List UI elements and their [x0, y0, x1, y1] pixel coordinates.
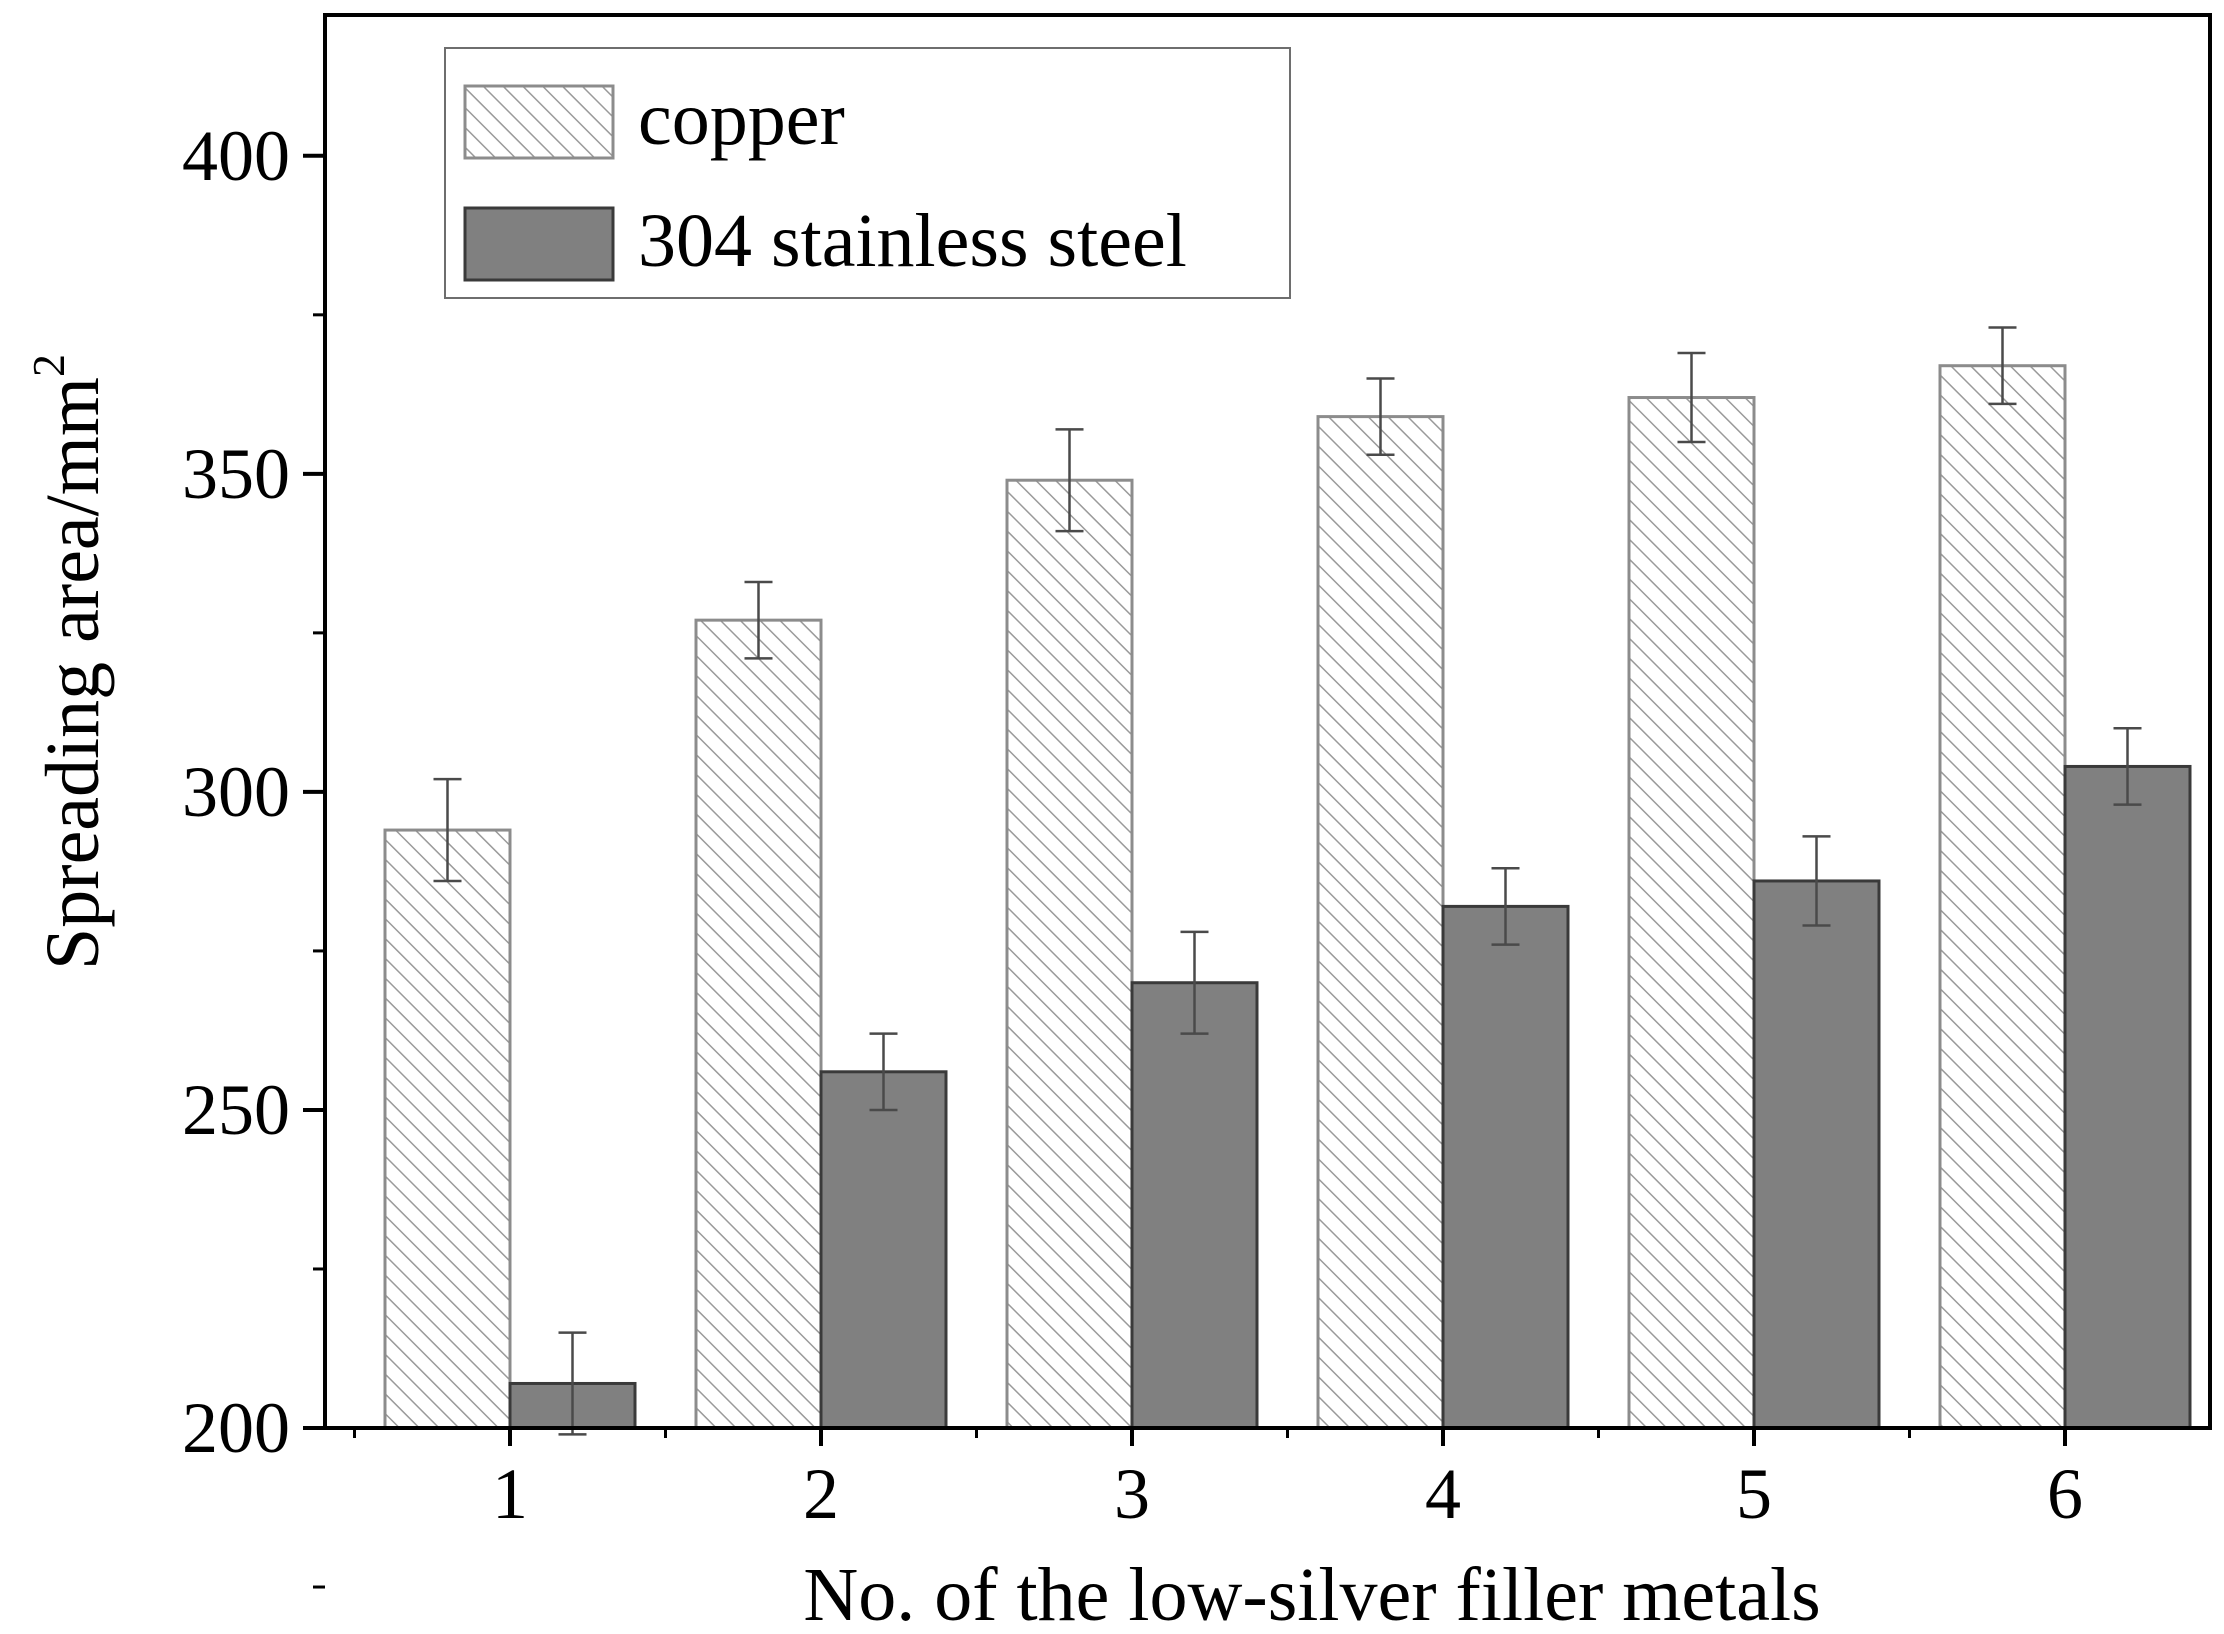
y-tick-label-400: 400: [182, 116, 290, 196]
error-bar-copper-1: [433, 777, 462, 883]
bar-copper-2: [694, 618, 823, 1430]
y-tick-label-200: 200: [182, 1388, 290, 1468]
y-axis-title: Spreading area/mm2: [23, 354, 115, 970]
x-axis: 1 2 3 4 5 6: [353, 1428, 2083, 1534]
bar-stainless-steel-5: [1752, 879, 1881, 1430]
y-axis-title-superscript: 2: [23, 354, 74, 377]
bar-copper-3: [1005, 478, 1134, 1430]
x-tick-label-3: 3: [1114, 1454, 1150, 1534]
x-tick-label-2: 2: [803, 1454, 839, 1534]
error-bar-stainless-steel-4: [1491, 866, 1520, 946]
error-bar-stainless-steel-6: [2113, 727, 2142, 806]
svg-text:Spreading area/mm2: Spreading area/mm2: [23, 354, 115, 970]
x-tick-label-4: 4: [1425, 1454, 1461, 1534]
x-tick-label-1: 1: [492, 1454, 528, 1534]
error-bars-layer: [433, 326, 2142, 1436]
x-axis-title: No. of the low-silver filler metals: [803, 1553, 1820, 1634]
plot-frame: [323, 13, 2212, 1430]
x-tick-label-6: 6: [2047, 1454, 2083, 1534]
bar-stainless-steel-6: [2063, 764, 2192, 1430]
legend-swatch-stainless-steel: [463, 206, 615, 282]
bar-stainless-steel-3: [1130, 981, 1259, 1430]
error-bar-stainless-steel-3: [1180, 930, 1209, 1035]
y-tick-label-350: 350: [182, 434, 290, 514]
y-tick-label-250: 250: [182, 1070, 290, 1150]
bars-layer: [383, 364, 2192, 1430]
error-bar-copper-6: [1988, 326, 2017, 406]
error-bar-copper-4: [1366, 377, 1395, 457]
bar-copper-6: [1938, 364, 2067, 1430]
bar-stainless-steel-4: [1441, 904, 1570, 1430]
y-axis: 200 250 300 350 400: [182, 116, 325, 1589]
error-bar-stainless-steel-1: [558, 1331, 587, 1436]
y-tick-label-300: 300: [182, 752, 290, 832]
bar-copper-4: [1316, 415, 1445, 1430]
legend: copper 304 stainless steel: [444, 47, 1291, 299]
error-bar-stainless-steel-5: [1802, 835, 1831, 927]
bar-copper-5: [1627, 396, 1756, 1430]
error-bar-stainless-steel-2: [869, 1032, 898, 1112]
legend-swatch-copper: [463, 84, 615, 160]
bar-copper-1: [383, 828, 512, 1430]
x-tick-label-5: 5: [1736, 1454, 1772, 1534]
legend-label-stainless-steel: 304 stainless steel: [638, 199, 1187, 283]
legend-label-copper: copper: [638, 77, 845, 161]
error-bar-copper-5: [1677, 351, 1706, 444]
error-bar-copper-2: [744, 580, 773, 660]
y-axis-title-text: Spreading area/mm: [31, 377, 115, 970]
error-bar-copper-3: [1055, 428, 1084, 533]
bar-stainless-steel-2: [819, 1070, 948, 1430]
